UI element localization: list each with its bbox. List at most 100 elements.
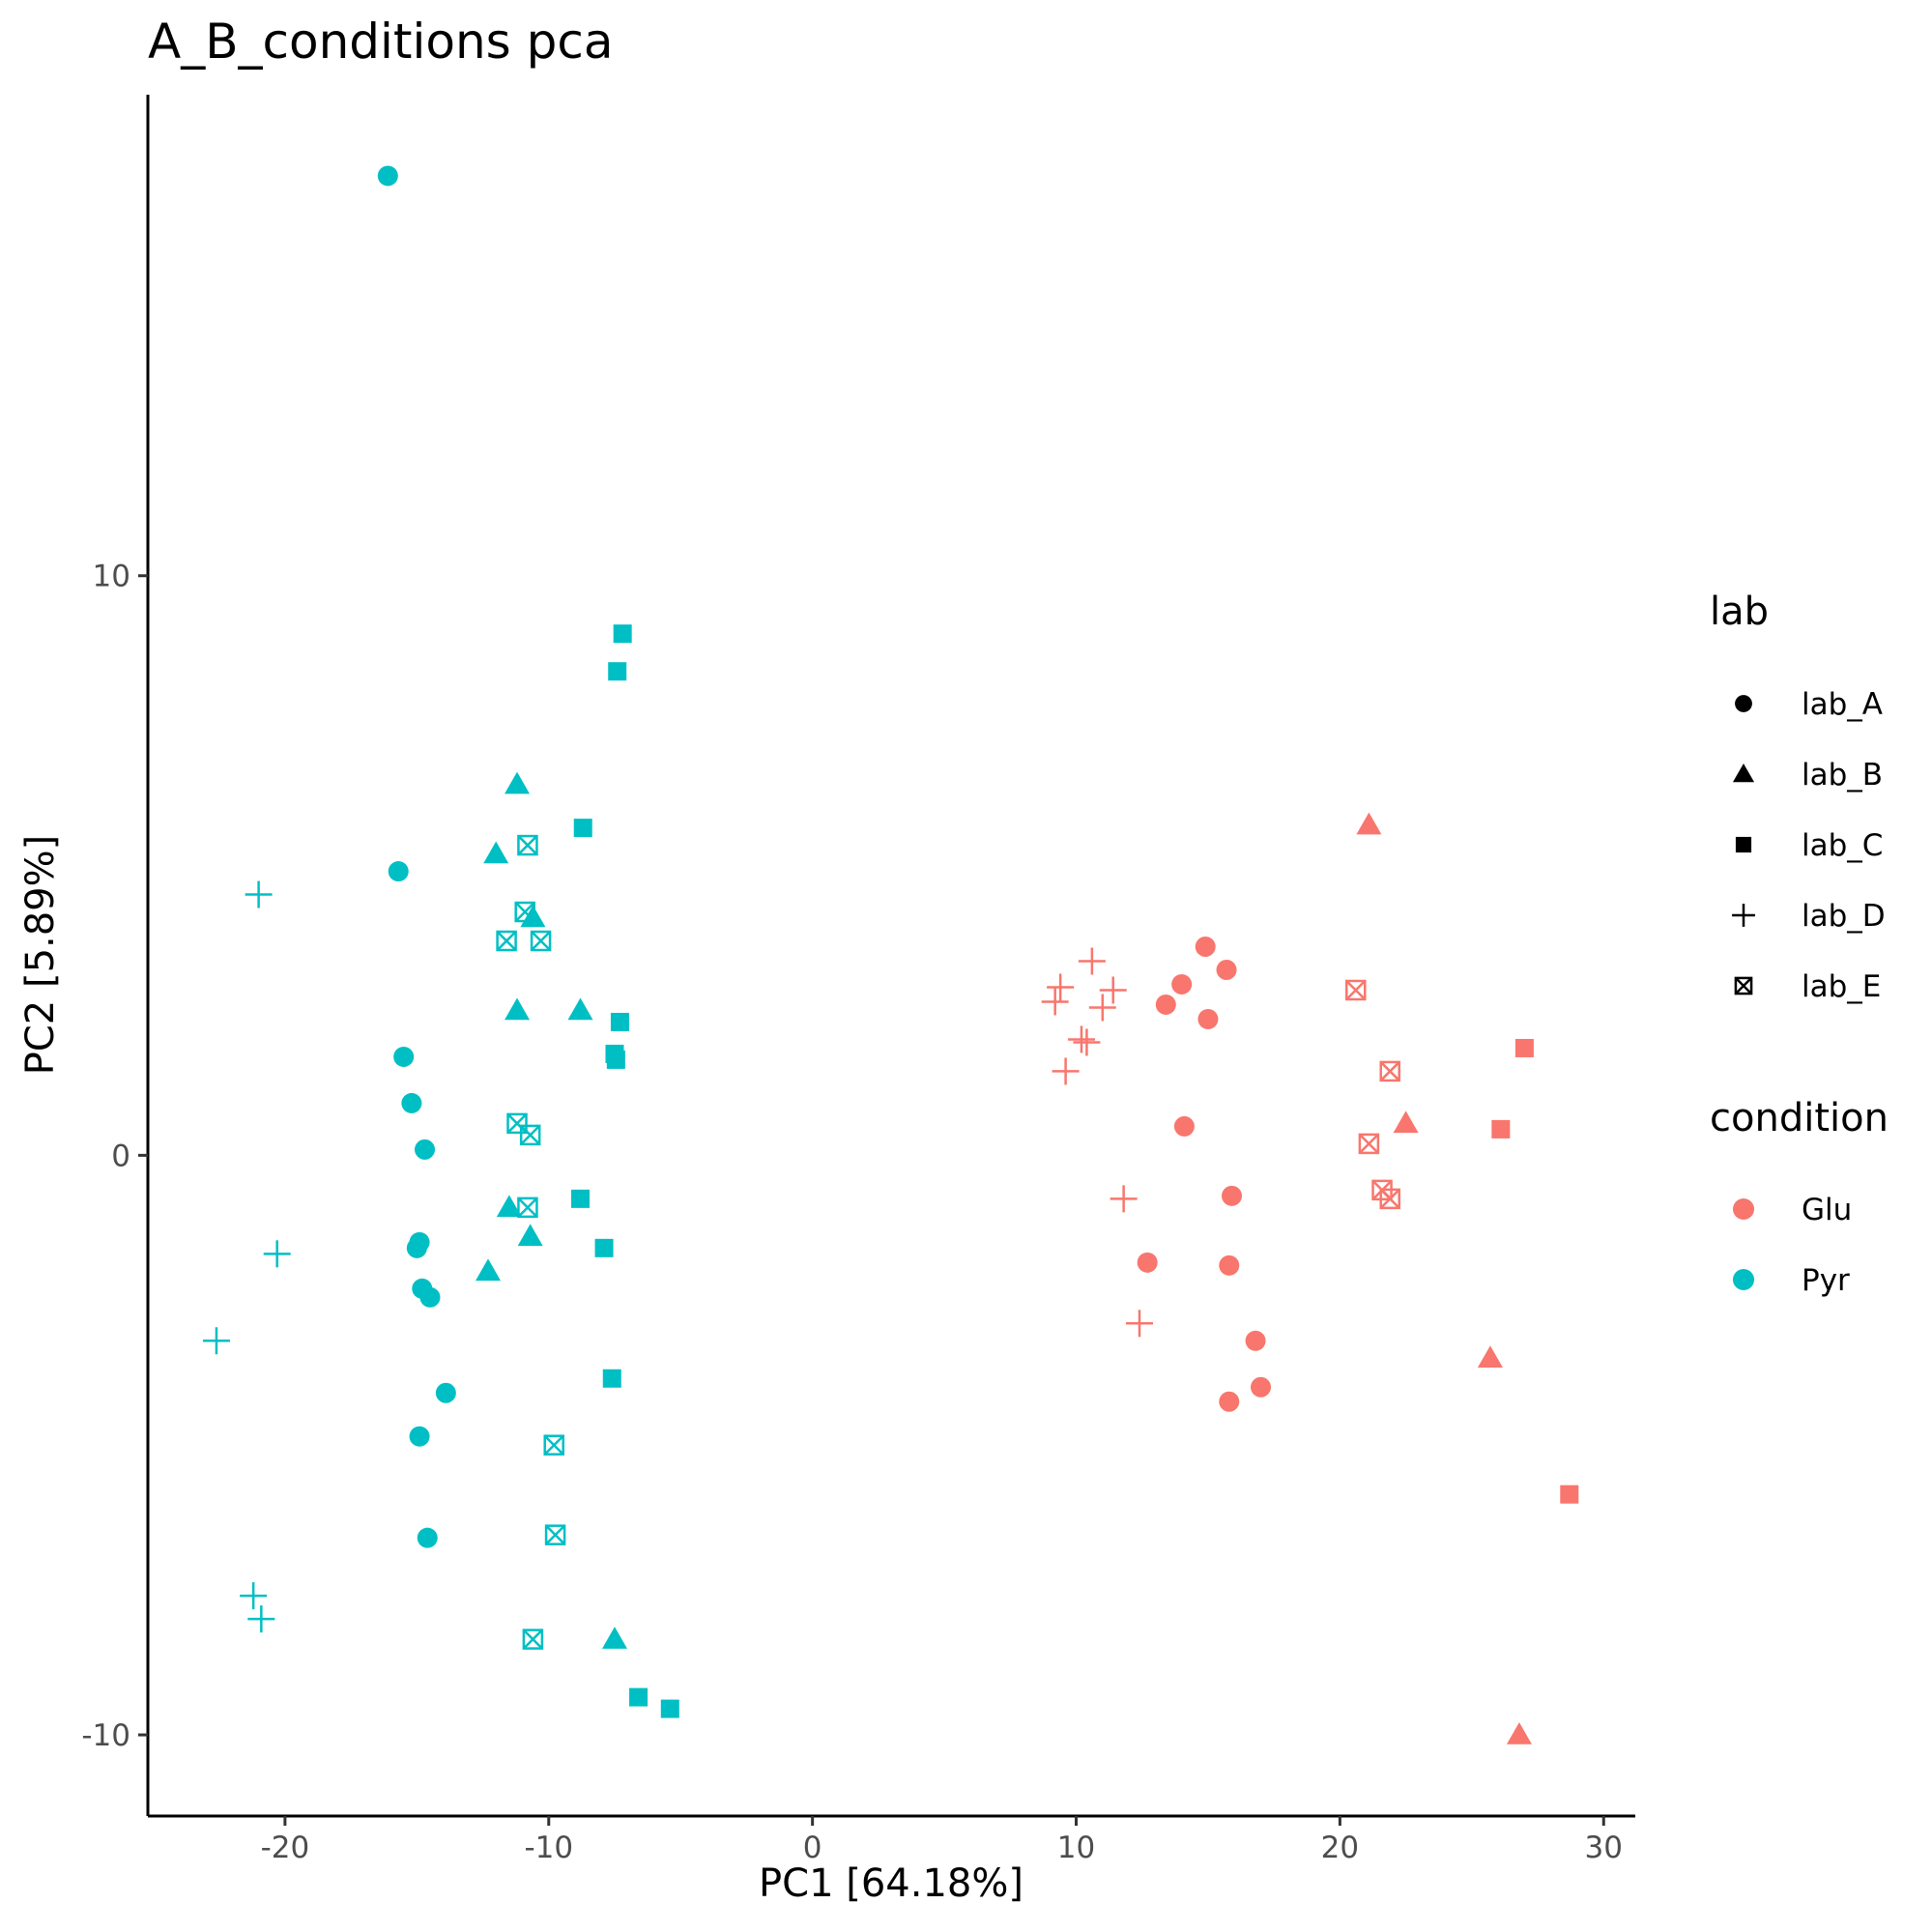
- data-point-pyr-lab-d: [202, 1327, 230, 1355]
- data-point-glu-lab-b: [1477, 1345, 1503, 1369]
- data-point-pyr-lab-a: [388, 861, 409, 882]
- data-point-glu-lab-d: [1052, 1057, 1080, 1085]
- legend-key-lab-c: [1735, 836, 1752, 853]
- data-point-pyr-lab-a: [409, 1426, 430, 1447]
- data-point-glu-lab-d: [1041, 988, 1069, 1016]
- legend-key-lab-a: [1735, 695, 1752, 712]
- data-point-pyr-lab-c: [602, 1369, 621, 1388]
- data-point-pyr-lab-a: [435, 1382, 456, 1403]
- data-point-pyr-lab-e: [530, 930, 552, 952]
- data-point-pyr-lab-e: [496, 930, 517, 952]
- data-point-glu-lab-a: [1137, 1252, 1158, 1273]
- legend-key-pyr: [1732, 1268, 1755, 1291]
- data-point-pyr-lab-e: [519, 1124, 541, 1146]
- data-point-glu-lab-e: [1379, 1188, 1400, 1210]
- data-point-pyr-lab-d: [245, 880, 273, 908]
- data-point-pyr-lab-a: [417, 1527, 438, 1548]
- data-point-pyr-lab-a: [393, 1046, 415, 1067]
- data-point-pyr-lab-b: [496, 1195, 522, 1218]
- x-tick-label: -10: [524, 1831, 573, 1865]
- legend-key-lab-d: [1732, 904, 1755, 927]
- legend-key-glu: [1732, 1197, 1755, 1221]
- data-point-pyr-lab-e: [544, 1524, 566, 1545]
- data-point-glu-lab-d: [1126, 1310, 1153, 1338]
- data-point-pyr-lab-b: [520, 905, 546, 928]
- data-point-glu-lab-d: [1047, 973, 1075, 1001]
- data-point-glu-lab-c: [1560, 1485, 1579, 1504]
- legend-key-lab-e: [1734, 976, 1753, 995]
- legend-label-lab-b: lab_B: [1802, 758, 1883, 793]
- y-tick-label: -10: [81, 1718, 130, 1753]
- data-point-pyr-lab-b: [567, 997, 593, 1021]
- data-point-pyr-lab-e: [517, 1197, 538, 1219]
- y-tick-label: 0: [111, 1139, 130, 1173]
- data-point-glu-lab-d: [1099, 976, 1127, 1004]
- x-axis-title: PC1 [64.18%]: [759, 1861, 1024, 1906]
- data-point-pyr-lab-d: [240, 1582, 268, 1610]
- data-point-pyr-lab-b: [505, 997, 531, 1021]
- data-point-glu-lab-a: [1195, 937, 1216, 958]
- chart-title: A_B_conditions pca: [148, 14, 614, 70]
- data-point-glu-lab-d: [1078, 947, 1106, 975]
- legend: lab lab_A lab_B lab_C lab_D lab_E condition Glu…: [1710, 590, 1889, 1298]
- legend-title-lab: lab: [1710, 590, 1769, 634]
- legend-label-lab-e: lab_E: [1802, 969, 1881, 1004]
- data-point-pyr-lab-b: [483, 841, 509, 864]
- data-point-pyr-lab-b: [476, 1258, 502, 1282]
- data-point-pyr-lab-e: [514, 901, 535, 923]
- data-point-pyr-lab-b: [505, 771, 531, 794]
- data-point-glu-lab-a: [1251, 1376, 1272, 1398]
- legend-label-lab-d: lab_D: [1802, 899, 1886, 934]
- data-point-glu-lab-d: [1110, 1185, 1138, 1213]
- data-point-glu-lab-e: [1358, 1133, 1380, 1155]
- data-point-glu-lab-e: [1379, 1060, 1400, 1082]
- data-point-pyr-lab-b: [517, 1224, 543, 1247]
- data-point-pyr-lab-c: [573, 819, 592, 838]
- data-point-glu-lab-b: [1393, 1110, 1419, 1134]
- data-point-glu-lab-a: [1171, 973, 1193, 995]
- data-point-pyr-lab-a: [415, 1139, 436, 1160]
- data-point-glu-lab-c: [1491, 1119, 1511, 1139]
- data-point-pyr-lab-e: [543, 1434, 564, 1456]
- data-point-glu-lab-a: [1222, 1185, 1243, 1206]
- legend-label-lab-a: lab_A: [1802, 687, 1883, 722]
- data-point-pyr-lab-c: [606, 1050, 625, 1069]
- legend-title-condition: condition: [1710, 1096, 1889, 1140]
- data-point-glu-lab-d: [1073, 1028, 1101, 1056]
- data-point-glu-lab-c: [1514, 1038, 1534, 1057]
- data-point-glu-lab-d: [1088, 994, 1116, 1022]
- data-point-pyr-lab-c: [629, 1687, 649, 1707]
- legend-label-pyr: Pyr: [1802, 1263, 1850, 1298]
- legend-label-lab-c: lab_C: [1802, 828, 1883, 863]
- data-point-pyr-lab-c: [571, 1189, 591, 1208]
- data-point-pyr-lab-d: [247, 1605, 275, 1633]
- x-tick-label: 30: [1585, 1831, 1623, 1865]
- data-point-pyr-lab-a: [406, 1237, 427, 1258]
- data-point-glu-lab-e: [1345, 979, 1367, 1001]
- data-point-pyr-lab-a: [377, 165, 398, 187]
- x-tick-label: -20: [261, 1831, 310, 1865]
- data-point-glu-lab-a: [1155, 994, 1176, 1015]
- plot-area: [202, 165, 1579, 1745]
- data-point-glu-lab-b: [1506, 1722, 1532, 1745]
- data-point-glu-lab-b: [1356, 812, 1382, 835]
- data-point-glu-lab-d: [1067, 1025, 1095, 1053]
- legend-label-glu: Glu: [1802, 1193, 1852, 1227]
- data-point-pyr-lab-c: [610, 1012, 629, 1031]
- data-point-glu-lab-a: [1216, 959, 1237, 980]
- data-point-pyr-lab-c: [660, 1699, 679, 1718]
- data-point-pyr-lab-c: [608, 662, 627, 681]
- data-point-pyr-lab-d: [263, 1240, 291, 1268]
- data-point-glu-lab-a: [1245, 1330, 1266, 1351]
- data-point-pyr-lab-a: [401, 1092, 422, 1113]
- data-point-pyr-lab-a: [419, 1286, 441, 1308]
- x-axis-ticks: -20 -10 0 10 20 30: [261, 1816, 1623, 1865]
- y-axis-ticks: -10 0 10: [81, 560, 148, 1753]
- data-point-glu-lab-a: [1173, 1115, 1195, 1137]
- data-point-pyr-lab-c: [594, 1238, 614, 1257]
- data-point-glu-lab-a: [1219, 1254, 1240, 1276]
- y-axis-title: PC2 [5.89%]: [18, 835, 63, 1076]
- x-tick-label: 0: [803, 1831, 822, 1865]
- data-point-glu-lab-a: [1219, 1391, 1240, 1412]
